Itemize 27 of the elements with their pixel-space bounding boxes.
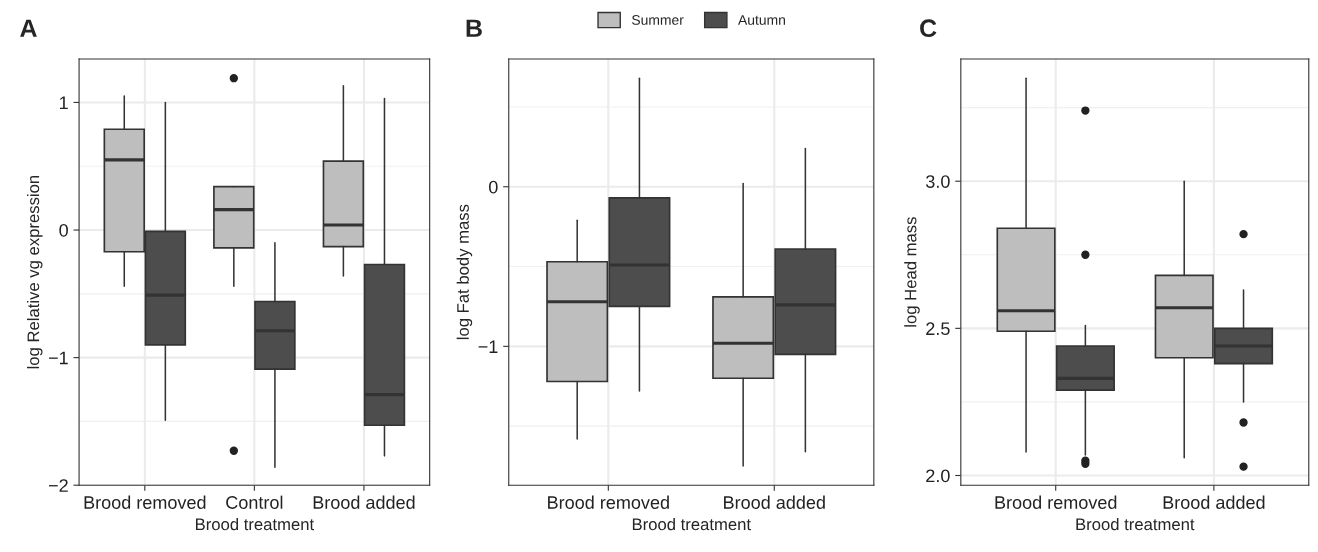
x-tick-label: Brood removed	[84, 495, 206, 509]
x-tick-label: Brood removed	[995, 495, 1117, 509]
x-axis-title: Brood treatment	[1076, 518, 1195, 531]
y-tick-label: 2.0	[926, 469, 950, 483]
y-tick-label: 0	[59, 223, 68, 237]
y-tick-label: 1	[60, 96, 68, 109]
legend-label: Autumn	[738, 15, 785, 25]
y-tick-label: 2.5	[926, 322, 950, 336]
y-tick-label: 0	[489, 180, 498, 194]
x-tick-label: Brood added	[313, 495, 415, 509]
y-tick-label: −1	[48, 351, 68, 365]
x-tick-label: Brood added	[1163, 495, 1265, 509]
x-axis-title: Brood treatment	[632, 518, 751, 531]
x-axis-title: Brood treatment	[195, 518, 315, 531]
y-tick-label: −1	[478, 340, 498, 353]
chart-title: A	[20, 19, 37, 37]
x-tick-label: Brood added	[724, 495, 825, 509]
y-axis-title: log Relative vg expression	[26, 175, 43, 369]
y-axis-title: log Head mass	[904, 217, 920, 327]
y-tick-label: 3.0	[926, 175, 950, 188]
y-axis-title: log Fat body mass	[456, 204, 473, 340]
x-tick-label: Control	[226, 495, 283, 509]
chart-title: C	[920, 19, 937, 38]
y-tick-label: −2	[48, 479, 68, 492]
chart-title: B	[466, 19, 482, 37]
legend-label: Summer	[632, 15, 684, 25]
x-tick-label: Brood removed	[548, 495, 669, 509]
